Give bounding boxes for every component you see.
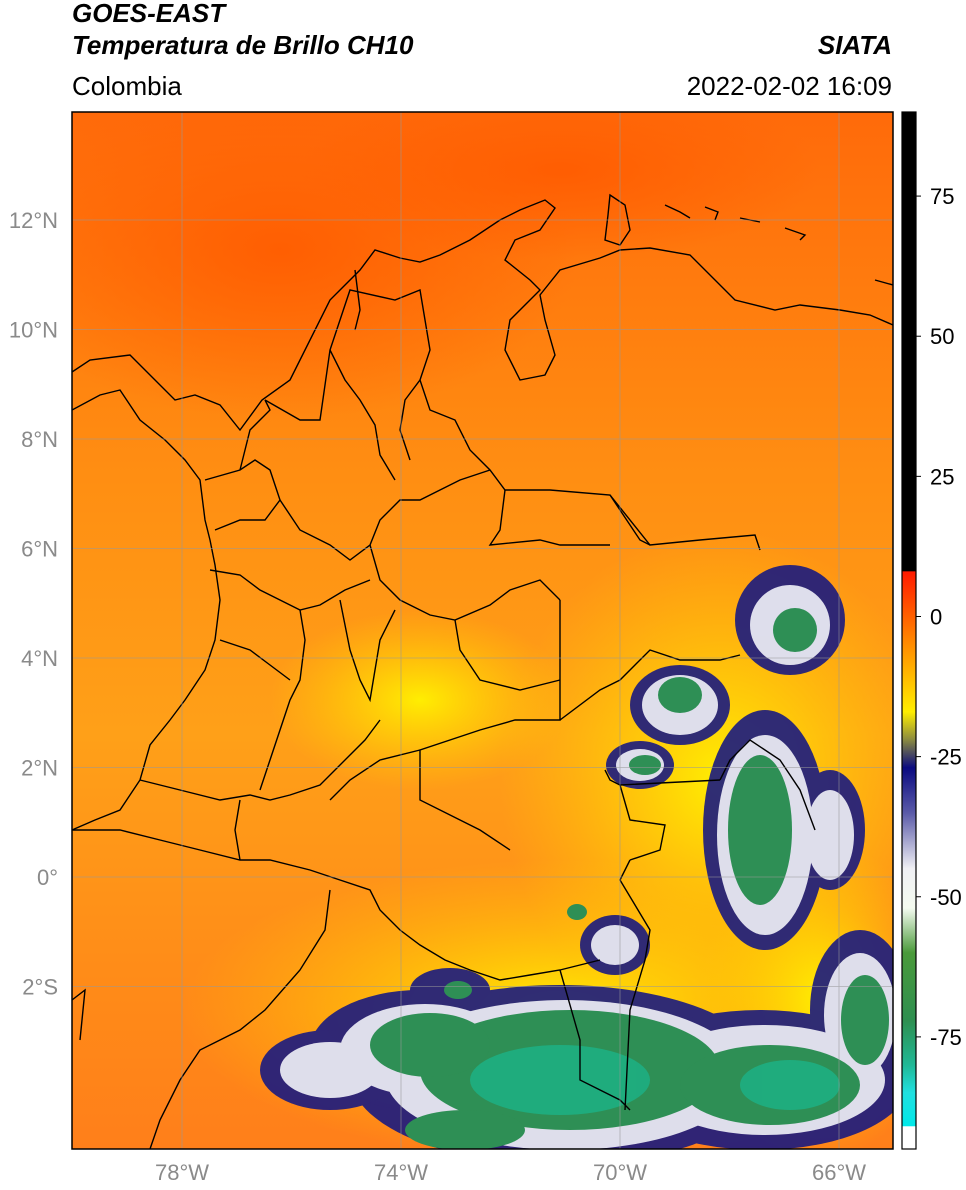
latitude-label: 6°N xyxy=(21,537,58,562)
graticule xyxy=(72,112,893,1149)
title-line-1: GOES-EAST xyxy=(72,0,226,28)
colorbar-tick-label: -50 xyxy=(930,885,962,910)
latitude-label: 0° xyxy=(37,865,58,890)
colorbar-tick-label: -75 xyxy=(930,1025,962,1050)
latitude-labels: 12°N 10°N 8°N 6°N 4°N 2°N 0° 2°S xyxy=(9,208,58,1000)
colorbar-tick-label: 50 xyxy=(930,324,954,349)
brightness-temperature-field xyxy=(72,112,893,1149)
latitude-label: 2°N xyxy=(21,756,58,781)
colorbar: 75 50 25 0 -25 -50 -75 xyxy=(901,111,962,1150)
colorbar-tick-label: 0 xyxy=(930,604,942,629)
latitude-label: 8°N xyxy=(21,427,58,452)
colorbar-tick-label: -25 xyxy=(930,745,962,770)
colorbar-tick-label: 75 xyxy=(930,184,954,209)
latitude-label: 2°S xyxy=(22,975,58,1000)
title-line-2: Temperatura de Brillo CH10 xyxy=(72,30,414,60)
colorbar-scale xyxy=(902,112,916,1149)
longitude-labels: 78°W 74°W 70°W 66°W xyxy=(155,1160,866,1185)
colorbar-tick-label: 25 xyxy=(930,464,954,489)
region-label: Colombia xyxy=(72,71,182,101)
longitude-label: 78°W xyxy=(155,1160,209,1185)
latitude-label: 4°N xyxy=(21,646,58,671)
longitude-label: 66°W xyxy=(812,1160,866,1185)
organization-label: SIATA xyxy=(817,30,892,60)
datetime-label: 2022-02-02 16:09 xyxy=(686,71,892,101)
latitude-label: 12°N xyxy=(9,208,58,233)
longitude-label: 74°W xyxy=(374,1160,428,1185)
longitude-label: 70°W xyxy=(593,1160,647,1185)
latitude-label: 10°N xyxy=(9,318,58,343)
cold-cloud-tops xyxy=(260,565,893,1149)
coastlines-borders xyxy=(72,193,893,1149)
map-frame xyxy=(71,111,894,1150)
colorbar-frame xyxy=(901,111,917,1150)
